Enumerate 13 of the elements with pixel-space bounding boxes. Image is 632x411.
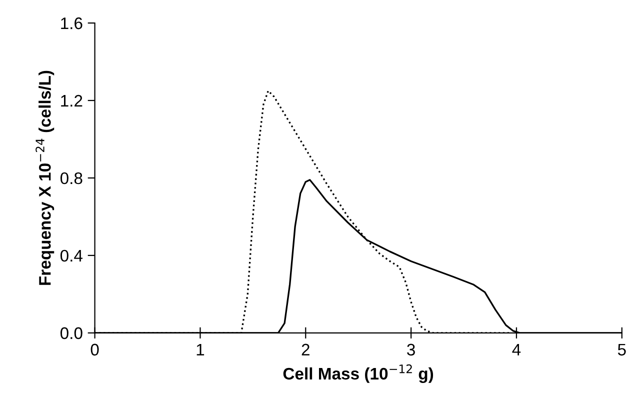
x-tick-label: 4 — [512, 344, 521, 356]
y-tick-label: 1.2 — [61, 94, 82, 107]
y-tick-label: 0.0 — [60, 327, 82, 340]
y-tick-label: 1.6 — [61, 17, 82, 30]
x-axis-title: Cell Mass (10$^{−12}$ g) — [283, 364, 434, 383]
x-tick-label: 1 — [196, 344, 204, 356]
x-tick-label: 2 — [302, 344, 310, 356]
y-tick-label: 0.8 — [60, 172, 82, 184]
y-tick-label: 0.4 — [60, 250, 83, 262]
x-tick-label: 5 — [618, 344, 626, 356]
x-tick-label: 3 — [407, 344, 415, 356]
y-axis-title: Frequency X 10$^{−24}$ (cells/L) — [36, 70, 54, 285]
x-tick-label: 0 — [90, 344, 99, 356]
